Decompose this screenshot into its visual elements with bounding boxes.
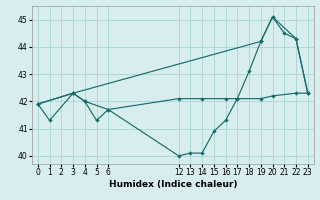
X-axis label: Humidex (Indice chaleur): Humidex (Indice chaleur) [108,180,237,189]
